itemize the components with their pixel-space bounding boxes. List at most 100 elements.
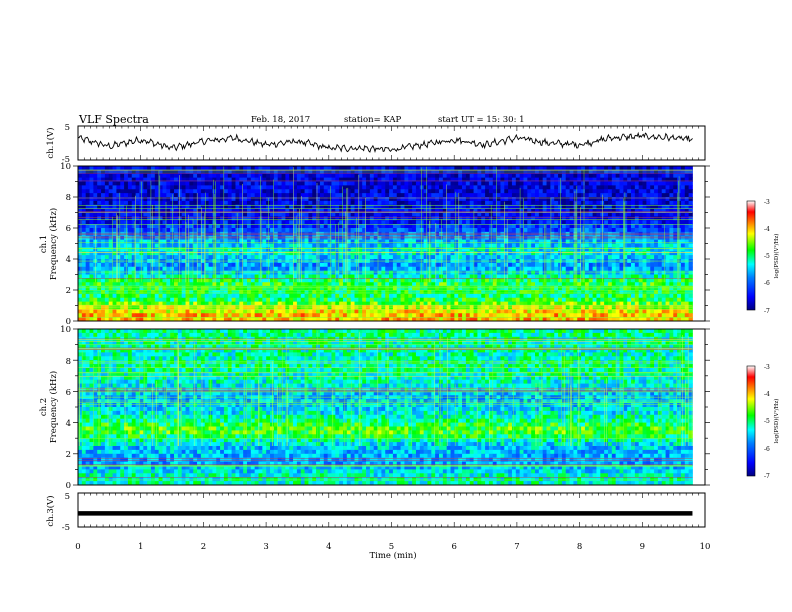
ch1-spectrogram-cell xyxy=(569,208,574,213)
ch1-spectrogram-cell xyxy=(535,181,540,186)
ch1-spectrogram-cell xyxy=(469,212,474,217)
ch1-spectrogram-cell xyxy=(523,262,528,268)
ch1-spectrogram-cell xyxy=(492,228,497,233)
ch1-spectrogram-cell xyxy=(584,181,590,186)
ch1-spectrogram-cell xyxy=(358,243,363,248)
ch1-spectrogram-cell xyxy=(89,200,94,206)
ch1-spectrogram-cell xyxy=(358,224,363,229)
ch1-spectrogram-cell xyxy=(281,177,286,182)
ch1-spectrogram-cell xyxy=(270,243,275,248)
ch1-spectrogram-panel: 10 8 6 4 2 0 ch.1 Frequency (kHz) xyxy=(39,162,710,327)
ch1-spectrogram-cell xyxy=(120,239,125,244)
ch1-spectrogram-cell xyxy=(154,220,160,225)
ch1-spectrogram-cell xyxy=(423,181,428,186)
ch1-spectrogram-cell xyxy=(319,200,325,206)
ch1-spectrogram-cell xyxy=(546,274,551,279)
ch1-spectrogram-cell xyxy=(354,177,359,182)
ch1-spectrogram-cell xyxy=(273,278,279,283)
ch1-spectrogram-cell xyxy=(469,247,474,252)
ch1-spectrogram-cell xyxy=(262,224,267,229)
ch1-spectrogram-cell xyxy=(573,270,578,275)
ch1-spectrogram-cell xyxy=(135,270,140,275)
ch1-spectrogram-cell xyxy=(554,185,559,190)
ch1-spectrogram-cell xyxy=(684,204,690,210)
ch1-spectrogram-cell xyxy=(162,239,167,244)
ch1-spectrogram-cell xyxy=(657,231,663,237)
ch1-spectrogram-cell xyxy=(396,216,401,221)
ch1-spectrogram-cell xyxy=(538,262,544,268)
ch1-spectrogram-cell xyxy=(654,189,659,194)
ch1-spectrogram-cell xyxy=(657,274,663,279)
ch1-spectrogram-cell xyxy=(124,197,129,202)
ch1-spectrogram-cell xyxy=(270,212,275,217)
ch1-spectrogram-cell xyxy=(542,204,547,210)
ch1-spectrogram-cell xyxy=(523,243,528,248)
ch1-spectrogram-cell xyxy=(527,266,532,272)
ch1-spectrogram-cell xyxy=(204,224,209,229)
ch1-spectrogram-cell xyxy=(569,266,574,272)
ch1-spectrogram-cell xyxy=(373,166,378,171)
ch1-spectrogram-cell xyxy=(523,185,528,190)
ch1-spectrogram-cell xyxy=(615,255,620,260)
ch1-spectrogram-cell xyxy=(85,173,90,179)
ch1-spectrogram-cell xyxy=(473,247,478,252)
ch1-spectrogram-cell xyxy=(454,251,459,256)
ch1-spectrogram-cell xyxy=(104,216,110,221)
ch1-spectrogram-cell xyxy=(216,231,221,237)
ch1-spectrogram-cell xyxy=(431,278,436,283)
ch1-spectrogram-cell xyxy=(515,224,521,229)
ch1-spectrogram-cell xyxy=(270,200,275,206)
ch1-spectrogram-cell xyxy=(135,166,140,171)
ch1-spectrogram-cell xyxy=(254,266,259,272)
ch1-spectrogram-cell xyxy=(454,243,459,248)
ch1-spectrogram-cell xyxy=(319,239,325,244)
ch1-spectrogram-cell xyxy=(496,243,501,248)
ch1-spectrogram-cell xyxy=(569,231,574,237)
ch1-spectrogram-cell xyxy=(581,208,586,213)
ch1-spectrogram-cell xyxy=(389,216,394,221)
ch1-spectrogram-cell xyxy=(588,189,594,194)
ch1-spectrogram-cell xyxy=(631,185,636,190)
ch1-spectrogram-cell xyxy=(189,243,194,248)
ch1-spectrogram-cell xyxy=(193,204,198,210)
ch1-spectrogram-cell xyxy=(531,181,536,186)
ch1-spectrogram-cell xyxy=(350,251,355,256)
ch1-spectrogram-cell xyxy=(277,266,282,272)
ch1-spectrogram-cell xyxy=(515,270,521,275)
ch1-spectrogram-cell xyxy=(684,189,690,194)
ch1-spectrogram-cell xyxy=(511,216,517,221)
ch1-spectrogram-cell xyxy=(477,247,482,252)
ch1-spectrogram-cell xyxy=(227,181,233,186)
ch1-spectrogram-cell xyxy=(569,224,574,229)
ch1-spectrogram-cell xyxy=(392,247,398,252)
ch1-spectrogram-cell xyxy=(319,181,325,186)
ch1-spectrogram-cell xyxy=(546,166,551,171)
ch1-spectrogram-cell xyxy=(335,228,340,233)
ch1-spectrogram-cell xyxy=(124,204,129,210)
ch1-spectrogram-cell xyxy=(623,189,628,194)
ch1-spectrogram-cell xyxy=(166,189,171,194)
ch1-spectrogram-cell xyxy=(124,231,129,237)
ch1-spectrogram-cell xyxy=(220,189,225,194)
ch1-spectrogram-cell xyxy=(304,220,309,225)
ch1-spectrogram-cell xyxy=(392,200,398,206)
ch1-spectrogram-cell xyxy=(454,166,459,171)
ch1-spectrogram-cell xyxy=(81,197,87,202)
ch1-spectrogram-cell xyxy=(373,208,378,213)
ch1-spectrogram-cell xyxy=(400,270,405,275)
ch1-spectrogram-cell xyxy=(577,185,582,190)
ch1-spectrogram-cell xyxy=(277,216,282,221)
ch1-spectrogram-cell xyxy=(561,255,567,260)
ch1-spectrogram-cell xyxy=(588,228,594,233)
ch1-spectrogram-cell xyxy=(97,255,102,260)
ch1-spectrogram-cell xyxy=(627,224,632,229)
ch1-spectrogram-cell xyxy=(323,239,329,244)
ch1-spectrogram-cell xyxy=(546,208,551,213)
ch1-spectrogram-cell xyxy=(208,228,213,233)
ch1-spectrogram-cell xyxy=(381,193,386,198)
ch1-spectrogram-cell xyxy=(661,173,666,179)
ch1-spectrogram-cell xyxy=(300,228,305,233)
ch1-spectrogram-cell xyxy=(235,220,240,225)
ch1-spectrogram-cell xyxy=(462,255,467,260)
ch1-spectrogram-cell xyxy=(454,278,459,283)
